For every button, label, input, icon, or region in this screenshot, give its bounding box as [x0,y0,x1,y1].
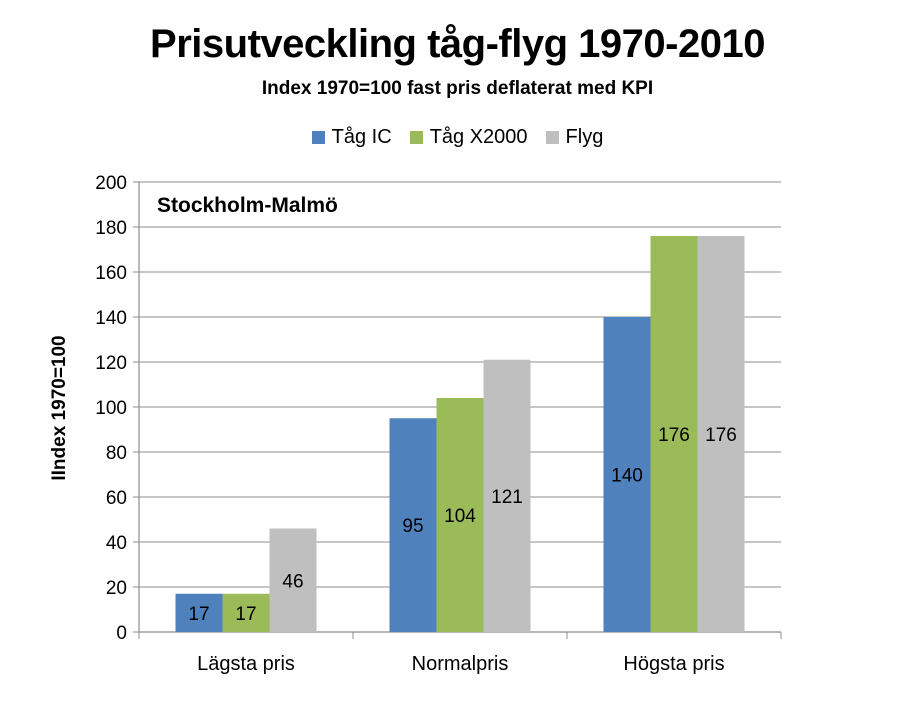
y-tick-label: 20 [106,578,127,599]
bar [697,236,745,632]
y-tick-label: 160 [95,263,127,284]
data-label: 46 [282,571,303,592]
y-tick-label: 0 [116,623,127,644]
data-label: 17 [188,604,209,625]
route-annotation: Stockholm-Malmö [157,194,338,217]
y-tick-label: 200 [95,173,127,194]
y-tick-label: 100 [95,398,127,419]
bar [222,593,270,632]
legend-item-tag-ic: Tåg IC [311,126,392,149]
bar [269,528,317,632]
chart-title: Prisutveckling tåg-flyg 1970-2010 [150,22,765,66]
legend-label-tag-x2000: Tåg X2000 [429,126,528,148]
bar [175,593,223,632]
y-tick-label: 60 [106,488,127,509]
y-tick-label: 40 [106,533,127,554]
data-label: 176 [705,425,737,446]
legend: Tåg IC Tåg X2000 Flyg [0,126,915,149]
bar [483,359,531,632]
x-tick-label: Högsta pris [623,653,724,675]
y-tick-label: 80 [106,443,127,464]
bar [603,317,651,632]
chart-subtitle: Index 1970=100 fast pris deflaterat med … [261,78,654,99]
bar [436,398,484,632]
data-label: 95 [402,516,423,537]
legend-item-tag-x2000: Tåg X2000 [409,126,528,149]
legend-swatch-flyg [545,131,559,144]
data-label: 140 [611,466,643,487]
bar [389,418,437,632]
data-label: 121 [491,487,523,508]
legend-label-tag-ic: Tåg IC [331,126,392,148]
y-tick-label: 120 [95,353,127,374]
data-label: 17 [235,604,256,625]
legend-label-flyg: Flyg [565,126,604,148]
legend-swatch-tag-x2000 [409,131,423,144]
x-tick-label: Lägsta pris [197,653,295,675]
legend-item-flyg: Flyg [545,126,604,149]
bar [650,236,698,632]
data-label: 104 [444,506,476,527]
y-tick-label: 140 [95,308,127,329]
legend-swatch-tag-ic [311,131,325,144]
data-label: 176 [658,425,690,446]
y-tick-label: 180 [95,218,127,239]
x-tick-label: Normalpris [412,653,509,675]
